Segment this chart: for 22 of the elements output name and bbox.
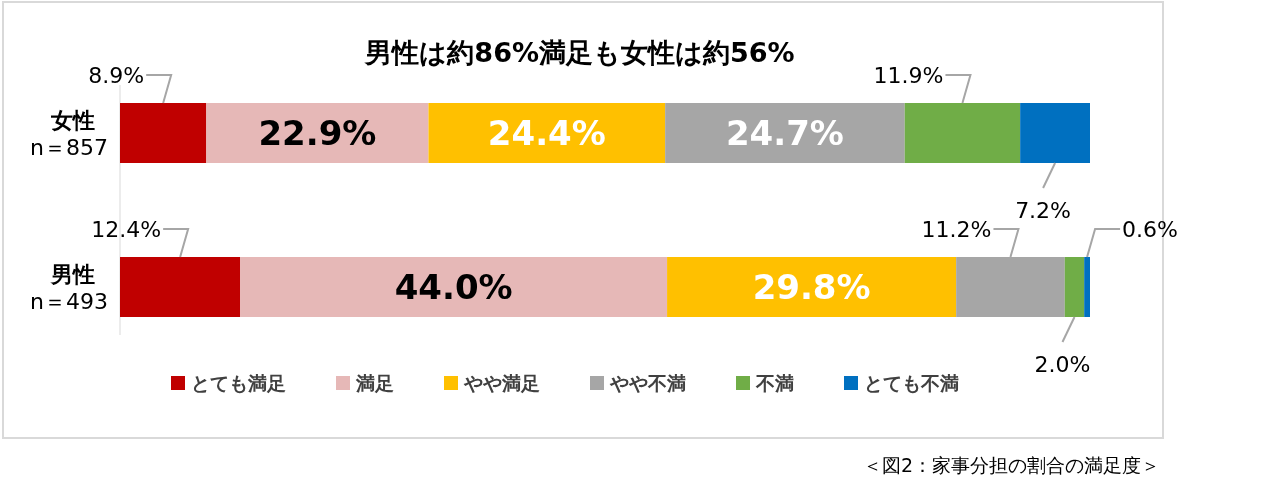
- data-label: 11.9%: [873, 63, 944, 88]
- legend-label: やや不満: [609, 372, 686, 394]
- data-label: 29.8%: [752, 267, 871, 307]
- data-label: 24.4%: [487, 113, 606, 153]
- legend-label: 満足: [355, 372, 394, 394]
- y-tick-label: 男性 n＝493: [30, 262, 108, 314]
- chart-title: 男性は約86%満足も女性は約56%: [364, 37, 795, 68]
- data-label: 22.9%: [258, 113, 377, 153]
- legend-label: とても不満: [864, 372, 959, 394]
- data-label: 0.6%: [1122, 217, 1178, 242]
- data-label: 12.4%: [91, 217, 162, 242]
- text: ＜図2：家事分担の割合の満足度＞: [862, 454, 1160, 476]
- data-label: 2.0%: [1034, 352, 1091, 377]
- legend-label: とても満足: [191, 372, 286, 394]
- data-label: 7.2%: [1015, 198, 1072, 223]
- data-label: 11.2%: [921, 217, 992, 242]
- legend-label: 不満: [755, 372, 794, 394]
- y-tick-label: 女性 n＝857: [30, 108, 108, 160]
- data-label: 44.0%: [394, 267, 513, 307]
- data-label: 24.7%: [725, 113, 844, 153]
- data-label: 8.9%: [88, 63, 145, 88]
- legend-label: やや満足: [463, 372, 540, 394]
